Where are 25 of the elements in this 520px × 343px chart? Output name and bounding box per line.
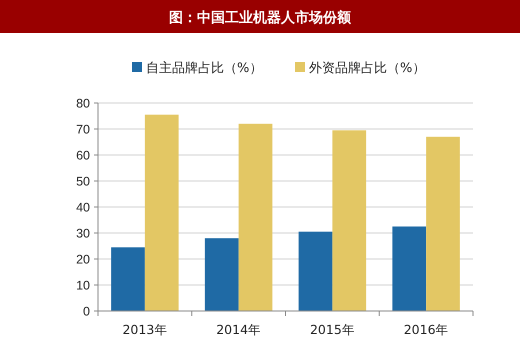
bar (332, 130, 366, 311)
bar (392, 226, 426, 311)
legend-label: 自主品牌占比（%） (146, 60, 262, 76)
y-tick-label: 20 (76, 252, 90, 266)
y-tick-label: 30 (76, 226, 90, 240)
chart-title: 图：中国工业机器人市场份额 (169, 9, 352, 26)
y-tick-label: 70 (76, 122, 90, 136)
y-tick-label: 50 (76, 174, 90, 188)
y-tick-label: 60 (76, 148, 90, 162)
bar (238, 124, 272, 311)
bar (426, 136, 460, 311)
y-tick-label: 80 (76, 96, 90, 110)
x-tick-label: 2015年 (310, 322, 355, 337)
x-tick-label: 2013年 (122, 322, 168, 337)
y-tick-label: 40 (76, 200, 90, 214)
legend-label: 外资品牌占比（%） (309, 61, 426, 76)
bar (204, 238, 239, 311)
bar (298, 232, 332, 311)
x-tick-label: 2014年 (216, 322, 262, 337)
bar (144, 114, 179, 311)
title-banner: 图：中国工业机器人市场份额 (0, 0, 520, 33)
x-tick-label: 2016年 (404, 322, 449, 337)
y-tick-label: 0 (83, 304, 90, 318)
y-tick-label: 10 (76, 278, 90, 292)
bar (111, 247, 145, 311)
